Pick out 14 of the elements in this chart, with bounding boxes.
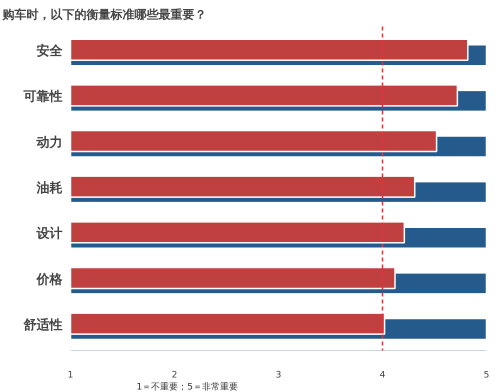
chart-title: 购车时，以下的衡量标准哪些最重要？ <box>2 8 206 22</box>
x-tick-label: 4 <box>380 370 386 380</box>
y-tick-label: 设计 <box>36 226 62 242</box>
x-tick-label: 5 <box>484 370 490 380</box>
x-tick-label: 3 <box>276 370 282 380</box>
y-tick-label: 可靠性 <box>22 90 62 105</box>
x-tick-label: 1 <box>68 370 74 380</box>
y-tick-label: 安全 <box>36 43 64 60</box>
y-tick-label: 舒适性 <box>22 316 62 333</box>
y-tick-label: 价格 <box>36 272 64 288</box>
x-tick-label: 2 <box>172 370 178 380</box>
text: 1＝不重要；5＝非常重要 <box>136 382 238 392</box>
y-tick-label: 动力 <box>36 135 62 150</box>
y-tick-label: 油耗 <box>36 180 62 196</box>
